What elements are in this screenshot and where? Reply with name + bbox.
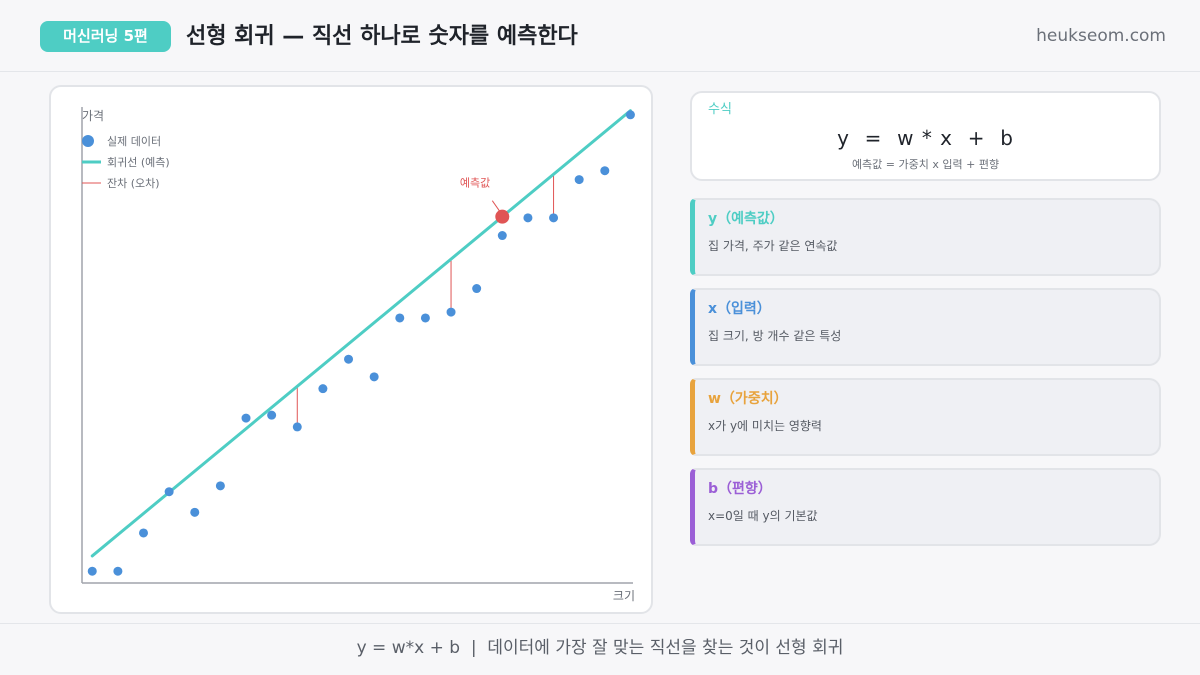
variable-card-b: b（편향） x=0일 때 y의 기본값 xyxy=(690,468,1161,546)
data-point xyxy=(164,487,174,497)
data-point xyxy=(190,507,200,517)
data-point xyxy=(523,213,533,223)
regression-line xyxy=(90,109,632,558)
legend-label: 실제 데이터 xyxy=(107,135,161,148)
data-points xyxy=(87,110,635,576)
residuals xyxy=(296,174,555,427)
formula-label: 수식 xyxy=(708,102,732,117)
footer: y = w*x + b | 데이터에 가장 잘 맞는 직선을 찾는 것이 선형 … xyxy=(0,623,1200,675)
variable-description: x가 y에 미치는 영향력 xyxy=(708,419,822,433)
formula-main: y = w * x + b xyxy=(837,126,1014,150)
data-point xyxy=(292,422,302,432)
site-name[interactable]: heukseom.com xyxy=(1036,26,1166,46)
annotations: 예측값 xyxy=(460,177,510,224)
data-point xyxy=(369,372,379,382)
data-point xyxy=(395,313,405,323)
formula-description: 예측값 = 가중치 x 입력 + 편향 xyxy=(851,158,1000,171)
data-point xyxy=(87,566,97,576)
variable-title: x（입력） xyxy=(708,301,771,317)
data-point xyxy=(497,231,507,241)
variable-card-w: w（가중치） x가 y에 미치는 영향력 xyxy=(690,378,1161,456)
data-point xyxy=(420,313,430,323)
data-point xyxy=(625,110,635,120)
header: 머신러닝 5편 선형 회귀 — 직선 하나로 숫자를 예측한다 heukseom… xyxy=(0,0,1200,72)
variable-description: x=0일 때 y의 기본값 xyxy=(708,509,818,523)
data-point xyxy=(215,481,225,491)
variable-title: y（예측값） xyxy=(708,211,784,227)
data-point xyxy=(600,166,610,176)
data-point xyxy=(139,528,149,538)
data-point xyxy=(113,566,123,576)
variable-card-x: x（입력） 집 크기, 방 개수 같은 특성 xyxy=(690,288,1161,366)
legend-point-swatch xyxy=(82,135,94,147)
legend-label: 회귀선 (예측) xyxy=(107,156,170,169)
variable-card-y: y（예측값） 집 가격, 주가 같은 연속값 xyxy=(690,198,1161,276)
data-point xyxy=(344,354,354,364)
variable-title: w（가중치） xyxy=(708,391,788,407)
data-point xyxy=(267,410,277,420)
y-axis-label: 가격 xyxy=(82,109,104,123)
data-point xyxy=(318,384,328,394)
data-point xyxy=(241,413,251,423)
data-point xyxy=(472,284,482,294)
regression-line-group xyxy=(90,109,632,558)
prediction-label: 예측값 xyxy=(460,177,490,190)
variable-description: 집 크기, 방 개수 같은 특성 xyxy=(708,329,842,343)
axes xyxy=(81,107,633,584)
prediction-pointer xyxy=(491,200,500,211)
legend-label: 잔차 (오차) xyxy=(107,177,160,190)
x-axis-label: 크기 xyxy=(613,589,635,603)
data-point xyxy=(446,307,456,317)
page-title: 선형 회귀 — 직선 하나로 숫자를 예측한다 xyxy=(186,24,578,49)
footer-caption: y = w*x + b | 데이터에 가장 잘 맞는 직선을 찾는 것이 선형 … xyxy=(356,638,844,658)
variable-title: b（편향） xyxy=(708,481,772,497)
data-point xyxy=(549,213,559,223)
variable-description: 집 가격, 주가 같은 연속값 xyxy=(708,239,838,253)
formula-card: 수식 y = w * x + b 예측값 = 가중치 x 입력 + 편향 xyxy=(690,91,1161,181)
data-point xyxy=(574,175,584,185)
series-badge: 머신러닝 5편 xyxy=(40,21,171,52)
prediction-point xyxy=(495,209,510,224)
